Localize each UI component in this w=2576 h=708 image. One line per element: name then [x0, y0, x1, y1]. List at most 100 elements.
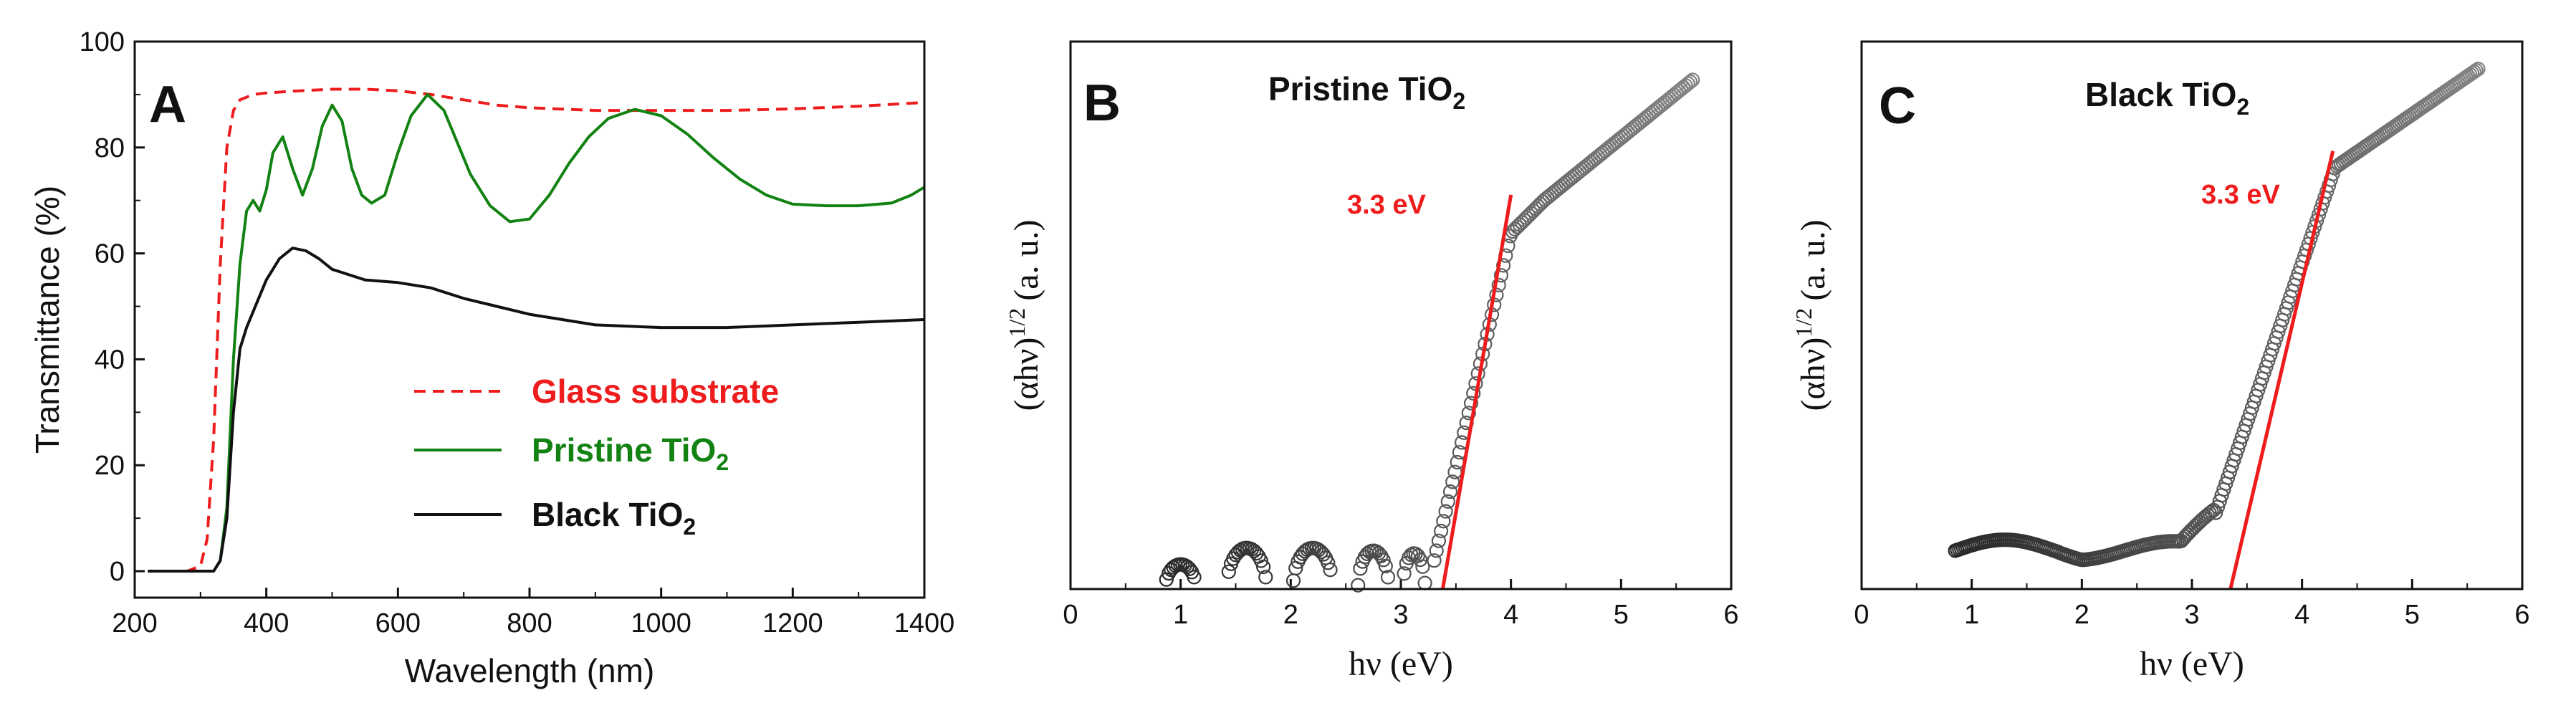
panel-b-x-tick-label: 2: [1283, 600, 1298, 630]
panel-a-series-line-2: [148, 247, 925, 573]
panel-c-x-tick-label: 5: [2405, 600, 2420, 630]
panel-c-x-tick-label: 2: [2074, 600, 2089, 630]
panel-b-data-point: [1285, 573, 1301, 588]
panel-b-data-point: [1221, 564, 1236, 579]
panel-c-tauc-black: 0 1 2 3 4 5 6 C Black TiO2 3.3 eV hν (eV) (αhν…: [1791, 40, 2530, 683]
panel-b-data-point: [1249, 545, 1264, 561]
panel-b-x-tick-label: 1: [1173, 600, 1188, 630]
panel-a-y-axis-title: Transmittance (%): [29, 186, 66, 454]
legend-label-black: Black TiO2: [532, 496, 696, 540]
panel-a-x-tick-label: 600: [375, 608, 421, 638]
panel-a-x-tick-label: 1400: [894, 608, 955, 638]
panel-b-letter: B: [1083, 75, 1121, 132]
panel-b-x-tick-label: 0: [1063, 600, 1078, 630]
panel-a-y-tick-label: 40: [95, 345, 125, 375]
panel-b-bandgap-label: 3.3 eV: [1347, 190, 1427, 220]
panel-b-data-point: [1493, 268, 1508, 283]
panel-a-x-tick-label: 1200: [762, 608, 823, 638]
legend-label-glass: Glass substrate: [532, 373, 779, 410]
panel-c-x-tick-label: 0: [1854, 600, 1869, 630]
panel-c-y-axis-title: (αhν)1/2(a. u.): [1791, 220, 1832, 411]
panel-c-bandgap-label: 3.3 eV: [2201, 180, 2281, 210]
panel-b-data-point: [1378, 558, 1393, 574]
panel-b-data-point: [1442, 484, 1458, 499]
panel-b-data-point: [1415, 559, 1430, 574]
panel-b-x-tick-label: 3: [1393, 600, 1408, 630]
panel-c-data-point: [2469, 62, 2484, 78]
panel-a-plot-frame: [133, 40, 926, 599]
panel-c-x-axis-title: hν (eV): [2140, 645, 2244, 683]
panel-a-ticks: 200 400 600 800 1000 1200 1400 0 20 40 60 80 100: [80, 27, 955, 638]
panel-c-x-tick-label: 1: [1964, 600, 1979, 630]
panel-b-x-tick-label: 5: [1614, 600, 1629, 630]
panel-c-x-tick-label: 3: [2184, 600, 2199, 630]
panel-b-data-point: [1321, 555, 1336, 570]
legend-label-pristine: Pristine TiO2: [532, 431, 729, 475]
panel-b-data-point: [1376, 552, 1391, 568]
panel-a-series-line-1: [148, 92, 926, 573]
panel-b-fit-line: [1440, 194, 1513, 590]
panel-b-plot-frame: [1069, 40, 1733, 590]
panel-b-data-point: [1351, 578, 1366, 593]
panel-c-title: Black TiO2: [2085, 76, 2249, 120]
panel-b-data-point: [1417, 575, 1432, 590]
panel-a-y-tick-label: 60: [95, 239, 125, 269]
panel-a-x-tick-label: 1000: [631, 608, 691, 638]
panel-b-data-point: [1680, 76, 1695, 91]
panel-b-data-point: [1401, 550, 1417, 565]
panel-b-data-point: [1182, 561, 1197, 577]
panel-b-data-point: [1187, 570, 1202, 585]
panel-b-data-point: [1438, 504, 1453, 519]
panel-a-x-tick-label: 800: [507, 608, 552, 638]
panel-c-plot-frame: [1860, 40, 2524, 590]
panel-b-data-point: [1461, 406, 1476, 421]
panel-b-x-tick-label: 4: [1503, 600, 1518, 630]
panel-b-data-point: [1255, 559, 1271, 575]
panel-b-data-point: [1258, 570, 1273, 585]
panel-b-tauc-pristine: 0 1 2 3 4 5 6 B Pristine TiO2 3.3 eV hν (eV) (…: [1004, 40, 1739, 683]
panel-b-y-axis-title: (αhν)1/2(a. u.): [1004, 220, 1045, 411]
panel-b-data-point: [1397, 566, 1412, 581]
panel-b-data-point: [1682, 74, 1698, 90]
panel-b-data-point: [1427, 553, 1442, 568]
panel-c-x-tick-label: 6: [2514, 600, 2529, 630]
panel-b-data-point: [1179, 559, 1194, 575]
panel-b-x-axis-title: hν (eV): [1349, 645, 1453, 683]
panel-c-ticks: 0 1 2 3 4 5 6: [1854, 579, 2530, 630]
panel-b-data-point: [1463, 396, 1479, 411]
panel-a-letter: A: [149, 76, 186, 133]
panel-b-data-point: [1433, 523, 1449, 539]
panel-a-y-tick-label: 100: [80, 27, 125, 57]
panel-c-data-point: [2471, 62, 2486, 77]
panel-a-y-tick-label: 20: [95, 451, 125, 481]
panel-b-data-point: [1436, 514, 1451, 529]
panel-a-y-tick-label: 80: [95, 133, 125, 163]
panel-b-x-tick-label: 6: [1723, 600, 1738, 630]
panel-b-data-points: [1159, 72, 1700, 593]
panel-b-data-point: [1412, 552, 1428, 568]
panel-b-data-point: [1316, 547, 1331, 562]
panel-c-fit-line: [2228, 150, 2335, 590]
panel-c-data-point: [2466, 64, 2481, 80]
panel-b-data-point: [1440, 494, 1455, 510]
panel-a-x-axis-title: Wavelength (nm): [405, 652, 655, 689]
panel-b-data-point: [1466, 386, 1481, 401]
panel-c-x-tick-label: 4: [2294, 600, 2309, 630]
panel-b-title: Pristine TiO2: [1268, 70, 1465, 114]
panel-a-transmittance: 200 400 600 800 1000 1200 1400 0 20 40 60 80 100 A G…: [29, 27, 954, 689]
panel-c-data-points: [1948, 62, 2486, 568]
panel-b-data-point: [1323, 563, 1338, 578]
panel-b-data-point: [1685, 72, 1700, 87]
panel-a-legend: Glass substrate Pristine TiO2 Black TiO2: [414, 373, 779, 540]
panel-a-x-tick-label: 200: [112, 608, 157, 638]
panel-b-data-point: [1429, 543, 1444, 558]
panel-a-series: [148, 87, 926, 573]
panel-a-series-line-0: [148, 87, 925, 573]
panel-a-y-tick-label: 0: [110, 557, 125, 587]
panel-b-data-point: [1491, 277, 1506, 292]
panel-b-ticks: 0 1 2 3 4 5 6: [1063, 579, 1739, 630]
panel-b-data-point: [1253, 553, 1269, 568]
panel-c-letter: C: [1879, 77, 1916, 135]
panel-b-data-point: [1445, 474, 1460, 489]
